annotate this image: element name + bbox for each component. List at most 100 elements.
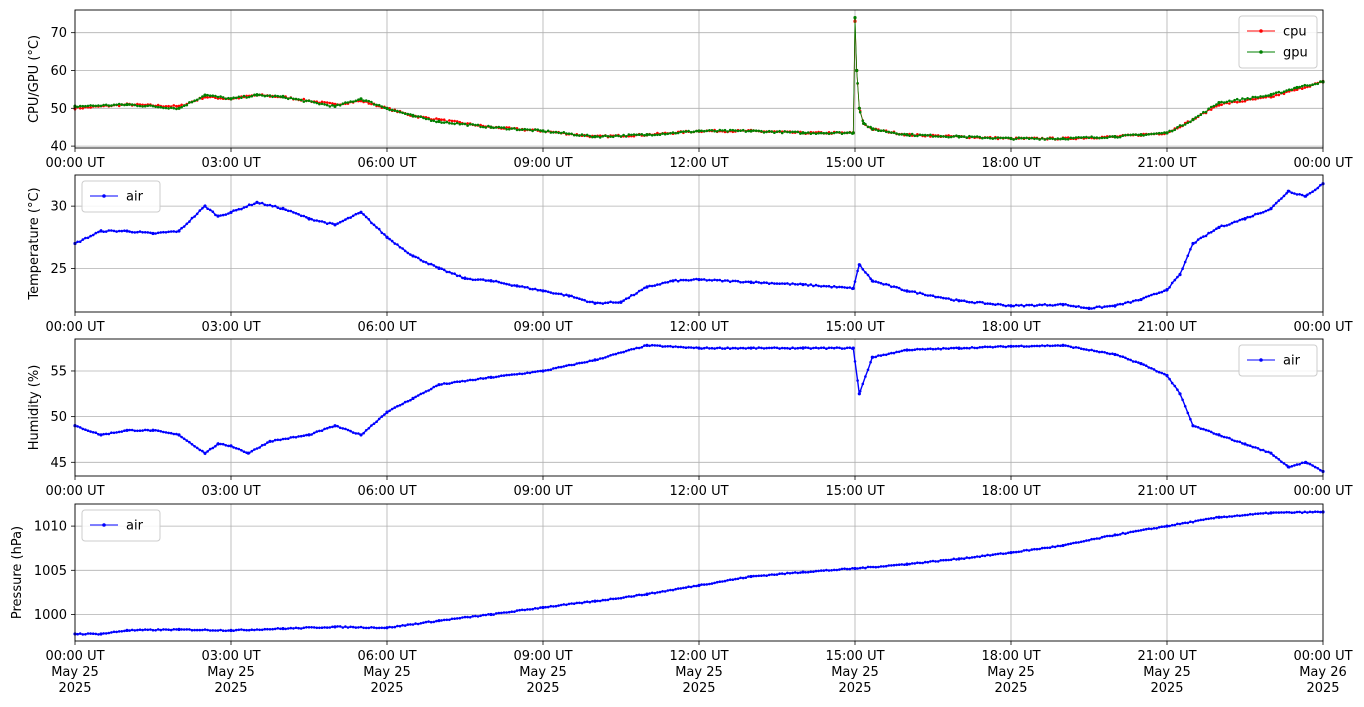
data-point (884, 282, 888, 286)
data-point (817, 569, 820, 573)
data-point (983, 554, 987, 558)
data-point (1118, 135, 1122, 139)
data-point (754, 347, 758, 350)
data-point (1256, 96, 1260, 99)
data-point (700, 278, 703, 281)
data-point (741, 281, 745, 284)
data-point (1147, 366, 1151, 369)
data-point (715, 580, 719, 584)
data-point (1014, 550, 1018, 554)
data-point (908, 562, 911, 566)
data-point (679, 345, 683, 349)
data-point (115, 431, 118, 434)
data-point (435, 384, 438, 388)
data-point (463, 615, 467, 619)
data-point (978, 555, 982, 559)
data-point (544, 369, 547, 372)
data-point (916, 134, 919, 138)
data-point (1144, 364, 1148, 368)
data-point (325, 626, 329, 629)
legend-label-cpu: cpu (1283, 25, 1307, 40)
data-point (110, 229, 113, 232)
data-point (1277, 511, 1281, 514)
data-point (692, 584, 696, 588)
data-point (323, 101, 326, 104)
data-point (1144, 295, 1148, 299)
data-point (1116, 136, 1119, 139)
data-point (1277, 199, 1281, 202)
data-point (598, 136, 602, 139)
data-point (115, 103, 118, 107)
data-point (403, 112, 407, 115)
data-point (1313, 188, 1317, 192)
data-point (1170, 281, 1174, 285)
data-point (1243, 98, 1247, 101)
data-point (669, 279, 672, 283)
data-point (770, 281, 774, 285)
data-point (1056, 303, 1060, 306)
data-point (206, 96, 209, 99)
data-point (708, 278, 711, 282)
data-point (637, 593, 641, 597)
data-point (1022, 345, 1026, 348)
data-point (679, 130, 683, 134)
data-point (580, 133, 584, 136)
data-point-air (99, 229, 103, 233)
data-point (648, 284, 651, 288)
data-point (523, 286, 527, 289)
data-point (130, 230, 134, 234)
data-point (635, 133, 638, 137)
data-point (211, 629, 215, 632)
data-point (117, 102, 121, 106)
data-point (864, 375, 867, 378)
data-point (1235, 100, 1239, 104)
data-point (622, 350, 625, 354)
data-point (845, 131, 849, 134)
data-point (117, 430, 121, 434)
data-point (310, 433, 313, 436)
data-point (206, 450, 209, 453)
data-point (380, 231, 384, 235)
data-point (372, 626, 376, 629)
data-point (1261, 95, 1265, 98)
data-point (1176, 126, 1179, 129)
data-point (695, 277, 698, 281)
data-point (1256, 212, 1260, 215)
data-point (843, 347, 846, 350)
data-point (286, 209, 290, 213)
data-point (775, 130, 779, 134)
x-tick-date: May 25 (51, 665, 99, 680)
x-tick-label: 21:00 UT (1137, 649, 1196, 664)
data-point (336, 424, 339, 428)
data-point (232, 446, 235, 449)
data-point (549, 131, 553, 134)
data-point (214, 629, 217, 632)
data-point-air (1165, 524, 1169, 528)
data-point (110, 631, 113, 634)
data-point (630, 595, 633, 598)
x-tick-year: 2025 (1150, 681, 1183, 696)
data-point (983, 302, 987, 306)
data-point (89, 104, 92, 107)
data-point (1199, 427, 1203, 431)
data-point (175, 432, 178, 436)
data-point (427, 389, 430, 392)
data-point (1267, 512, 1270, 515)
data-point (497, 375, 501, 378)
data-point (1202, 427, 1205, 431)
data-point (661, 590, 664, 593)
data-point (1290, 88, 1294, 91)
data-point (520, 372, 524, 376)
data-point (991, 302, 995, 306)
data-point (338, 625, 342, 628)
data-point (879, 129, 883, 132)
data-point (471, 378, 475, 382)
data-point (169, 628, 173, 632)
data-point (606, 135, 610, 138)
data-point (1007, 345, 1010, 348)
data-point (684, 586, 688, 589)
data-point (713, 129, 716, 133)
data-point (583, 298, 586, 302)
data-point (1178, 124, 1182, 127)
data-point-air (1113, 352, 1117, 357)
